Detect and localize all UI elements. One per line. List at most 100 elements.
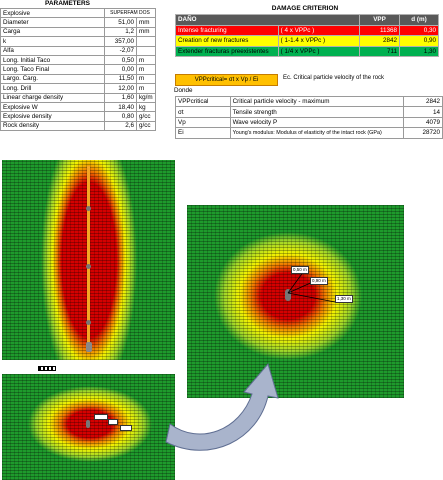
radius-label-0-50: 0,50 m bbox=[291, 266, 309, 274]
parameter-label: Carga bbox=[0, 26, 105, 38]
parameter-value: -2,07 bbox=[104, 45, 137, 56]
damage-factor: ( 1/4 x VPPc ) bbox=[277, 45, 361, 57]
explosive-name: SUPERFAM DOS bbox=[104, 7, 156, 19]
parameter-row: Explosive SUPERFAM DOS bbox=[0, 7, 156, 19]
definition-value: 14 bbox=[403, 106, 443, 118]
damage-row: Intense fracturing( 4 x VPPc ) 11368 0,30 bbox=[175, 24, 439, 36]
scale-bar bbox=[38, 366, 56, 371]
drill-bottom-marker bbox=[86, 342, 92, 352]
hole-marker-large bbox=[285, 289, 291, 301]
parameter-label: Diameter bbox=[0, 17, 105, 28]
definition-row: σt Tensile strength 14 bbox=[175, 106, 443, 118]
radius-label-0-90: 0,90 m bbox=[310, 277, 328, 285]
definitions-table: VPPcritical Critical particle velocity - … bbox=[175, 95, 443, 139]
parameter-value: 2,6 bbox=[104, 120, 137, 132]
small-label-3 bbox=[120, 425, 132, 431]
definition-text: Young's modulus: Modulus of elasticity o… bbox=[229, 127, 405, 139]
definition-value: 2842 bbox=[403, 95, 443, 108]
damage-distance: 0,30 bbox=[399, 24, 439, 36]
definition-row: Vp Wave velocity P 4079 bbox=[175, 116, 443, 129]
parameter-label: Linear charge density bbox=[0, 92, 105, 103]
parameter-unit bbox=[136, 45, 156, 56]
parameter-label: Long. Initial Taco bbox=[0, 54, 105, 66]
parameter-unit: g/cc bbox=[136, 120, 156, 132]
definition-value: 4079 bbox=[403, 116, 443, 129]
parameter-row: Explosive W 18,40 kg bbox=[0, 101, 156, 113]
parameter-label: Explosive bbox=[0, 7, 105, 19]
definition-text: Wave velocity P bbox=[229, 116, 405, 129]
contour-plot-horizontal bbox=[2, 374, 175, 480]
parameter-label: Explosive W bbox=[0, 101, 105, 113]
damage-distance: 0,90 bbox=[399, 35, 439, 47]
parameter-row: Largo. Carg. 11,50 m bbox=[0, 73, 156, 85]
parameter-unit: m bbox=[136, 64, 156, 75]
parameter-label: Explosive density bbox=[0, 111, 105, 122]
definition-symbol: VPPcritical bbox=[175, 95, 231, 108]
small-label-2 bbox=[108, 419, 118, 425]
contour-plot-vertical bbox=[2, 160, 175, 360]
charge-column bbox=[87, 166, 90, 352]
parameter-value: 18,40 bbox=[104, 101, 137, 113]
damage-distance: 1,30 bbox=[399, 45, 439, 57]
parameter-label: Long. Taco Final bbox=[0, 64, 105, 75]
header-vpp: VPP bbox=[359, 14, 400, 26]
parameter-unit bbox=[136, 36, 156, 47]
definition-symbol: σt bbox=[175, 106, 231, 118]
detonator-marker-bottom bbox=[86, 320, 91, 325]
definition-row: Ei Young's modulus: Modulus of elasticity… bbox=[175, 127, 443, 139]
damage-vpp: 711 bbox=[359, 45, 400, 57]
radius-label-1-30: 1,30 m bbox=[335, 295, 353, 303]
definition-symbol: Vp bbox=[175, 116, 231, 129]
parameter-value: 1,60 bbox=[104, 92, 137, 103]
definition-row: VPPcritical Critical particle velocity - … bbox=[175, 95, 443, 108]
parameter-row: Long. Drill 12,00 m bbox=[0, 83, 156, 94]
radius-lines bbox=[287, 270, 336, 303]
parameter-row: Long. Taco Final 0,00 m bbox=[0, 64, 156, 75]
damage-title: DAMAGE CRITERION bbox=[271, 5, 339, 12]
parameter-unit: kg/m bbox=[136, 92, 156, 103]
parameter-unit: mm bbox=[136, 17, 156, 28]
damage-vpp: 2842 bbox=[359, 35, 400, 47]
damage-factor: ( 4 x VPPc ) bbox=[277, 24, 361, 36]
header-d: d (m) bbox=[399, 14, 439, 26]
donde-label: Donde bbox=[174, 87, 193, 94]
detonator-marker-mid bbox=[86, 264, 91, 269]
formula-box: VPPcritical= σt x Vp / Ei bbox=[175, 74, 278, 86]
parameter-row: Long. Initial Taco 0,50 m bbox=[0, 54, 156, 66]
damage-row: Extender fracturas preexistentes( 1/4 x … bbox=[175, 45, 439, 57]
small-label-1 bbox=[94, 414, 108, 420]
damage-name: Intense fracturing bbox=[175, 24, 279, 36]
parameter-value: 0,50 bbox=[104, 54, 137, 66]
parameter-value: 51,00 bbox=[104, 17, 137, 28]
parameter-label: Long. Drill bbox=[0, 83, 105, 94]
header-dano: DAÑO bbox=[175, 14, 360, 26]
parameter-value: 11,50 bbox=[104, 73, 137, 85]
damage-header-row: DAÑO VPP d (m) bbox=[175, 14, 439, 26]
parameter-row: Linear charge density 1,60 kg/m bbox=[0, 92, 156, 103]
parameter-value: 0,80 bbox=[104, 111, 137, 122]
parameter-value: 12,00 bbox=[104, 83, 137, 94]
damage-factor: ( 1-1.4 x VPPc ) bbox=[277, 35, 361, 47]
damage-name: Creation of new fractures bbox=[175, 35, 279, 47]
parameter-row: Alfa -2,07 bbox=[0, 45, 156, 56]
parameters-title: PARAMETERS bbox=[44, 0, 91, 7]
definition-text: Critical particle velocity - maximum bbox=[229, 95, 405, 108]
parameter-label: Alfa bbox=[0, 45, 105, 56]
parameter-unit: m bbox=[136, 73, 156, 85]
definition-symbol: Ei bbox=[175, 127, 231, 139]
formula-note: Ec. Critical particle velocity of the ro… bbox=[283, 75, 385, 81]
parameter-unit: kg bbox=[136, 101, 156, 113]
parameter-label: k bbox=[0, 36, 105, 47]
parameter-label: Rock density bbox=[0, 120, 105, 132]
damage-name: Extender fracturas preexistentes bbox=[175, 45, 279, 57]
parameter-value: 357,00 bbox=[104, 36, 137, 47]
damage-row: Creation of new fractures( 1-1.4 x VPPc … bbox=[175, 35, 439, 47]
damage-vpp: 11368 bbox=[359, 24, 400, 36]
plot-divider bbox=[2, 364, 175, 372]
hole-marker bbox=[86, 420, 90, 428]
detonator-marker-top bbox=[86, 206, 91, 211]
definition-text: Tensile strength bbox=[229, 106, 405, 118]
parameter-row: k 357,00 bbox=[0, 36, 156, 47]
parameter-row: Diameter 51,00 mm bbox=[0, 17, 156, 28]
parameters-table: Explosive SUPERFAM DOS Diameter 51,00 mm Carg… bbox=[0, 7, 156, 132]
